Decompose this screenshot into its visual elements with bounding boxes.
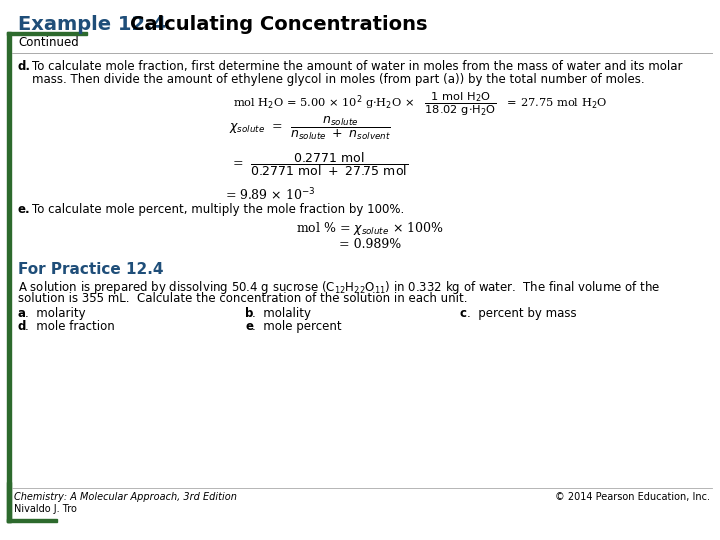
- Text: Nivaldo J. Tro: Nivaldo J. Tro: [14, 504, 77, 514]
- Text: .  percent by mass: . percent by mass: [467, 307, 577, 320]
- Text: Calculating Concentrations: Calculating Concentrations: [130, 15, 428, 33]
- Text: mol % = $\chi_{solute}$ $\times$ 100%: mol % = $\chi_{solute}$ $\times$ 100%: [296, 220, 444, 237]
- Text: =  $\dfrac{0.2771\ \mathrm{mol}}{0.2771\ \mathrm{mol}\ +\ 27.75\ \mathrm{mol}}$: = $\dfrac{0.2771\ \mathrm{mol}}{0.2771\ …: [232, 150, 408, 178]
- Text: mol H$_2$O = 5.00 $\times$ 10$^2$ g$\cdot$H$_2$O $\times$   $\dfrac{1\ \mathrm{m: mol H$_2$O = 5.00 $\times$ 10$^2$ g$\cdo…: [233, 91, 607, 118]
- Bar: [7, 518, 57, 522]
- Text: d: d: [18, 320, 27, 333]
- Text: a: a: [18, 307, 26, 320]
- Text: Continued: Continued: [18, 37, 78, 50]
- Text: Example 12.4: Example 12.4: [18, 15, 166, 33]
- Text: A solution is prepared by dissolving 50.4 g sucrose (C$_{12}$H$_{22}$O$_{11}$) i: A solution is prepared by dissolving 50.…: [18, 279, 660, 296]
- Text: = 9.89 $\times$ 10$^{-3}$: = 9.89 $\times$ 10$^{-3}$: [225, 187, 315, 204]
- Text: c: c: [460, 307, 467, 320]
- Text: Chemistry: A Molecular Approach, 3rd Edition: Chemistry: A Molecular Approach, 3rd Edi…: [14, 492, 237, 502]
- Text: © 2014 Pearson Education, Inc.: © 2014 Pearson Education, Inc.: [555, 492, 710, 502]
- Text: .  molality: . molality: [252, 307, 311, 320]
- Text: e.: e.: [18, 203, 31, 216]
- Text: .  mole fraction: . mole fraction: [25, 320, 114, 333]
- Bar: [7, 31, 87, 35]
- Bar: [7, 32, 11, 522]
- Text: To calculate mole fraction, first determine the amount of water in moles from th: To calculate mole fraction, first determ…: [32, 60, 683, 73]
- Text: = 0.989%: = 0.989%: [339, 238, 401, 251]
- Text: For Practice 12.4: For Practice 12.4: [18, 262, 163, 277]
- Bar: [7, 482, 11, 522]
- Text: .  mole percent: . mole percent: [252, 320, 341, 333]
- Text: solution is 355 mL.  Calculate the concentration of the solution in each unit.: solution is 355 mL. Calculate the concen…: [18, 292, 467, 305]
- Text: b: b: [245, 307, 253, 320]
- Text: e: e: [245, 320, 253, 333]
- Text: .  molarity: . molarity: [25, 307, 86, 320]
- Text: d.: d.: [18, 60, 31, 73]
- Text: To calculate mole percent, multiply the mole fraction by 100%.: To calculate mole percent, multiply the …: [32, 203, 404, 216]
- Text: mass. Then divide the amount of ethylene glycol in moles (from part (a)) by the : mass. Then divide the amount of ethylene…: [32, 73, 644, 86]
- Text: $\chi_{solute}$  =  $\dfrac{n_{solute}}{n_{solute}\ +\ n_{solvent}}$: $\chi_{solute}$ = $\dfrac{n_{solute}}{n_…: [229, 115, 391, 142]
